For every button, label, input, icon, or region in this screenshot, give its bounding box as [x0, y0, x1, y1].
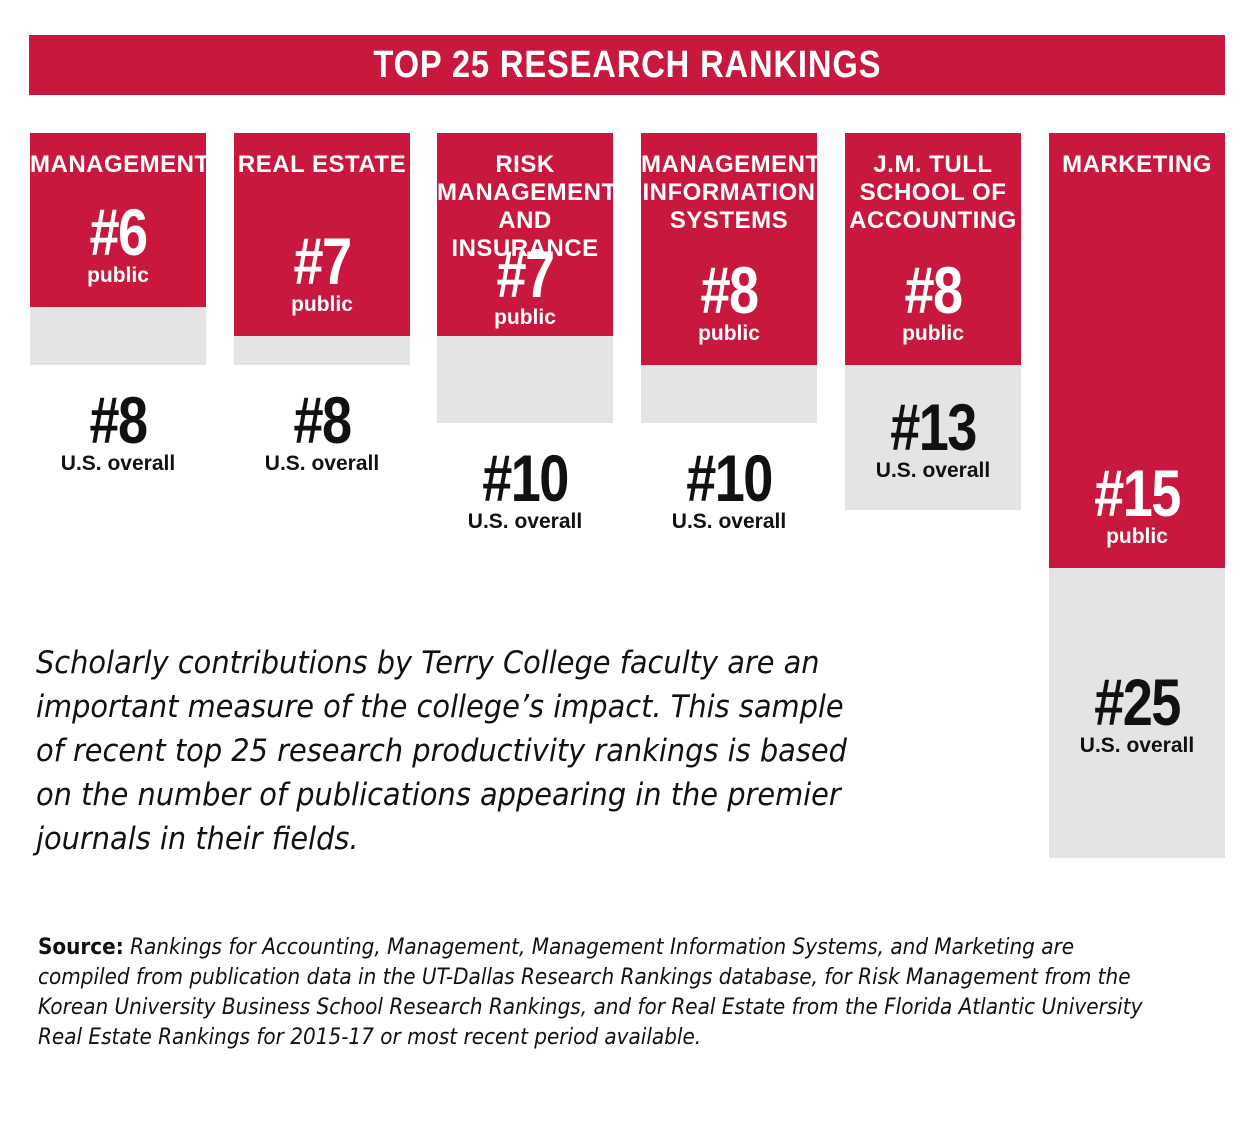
category-label: MANAGEMENT INFORMATION SYSTEMS [641, 151, 821, 234]
public-sub-label: public [291, 293, 353, 316]
category-label: MARKETING [1062, 151, 1212, 178]
us-sub-label: U.S. overall [60, 452, 176, 475]
public-bar [845, 133, 1021, 365]
description-text: Scholarly contributions by Terry College… [36, 645, 847, 857]
public-sub-label: public [494, 306, 556, 329]
public-bar [437, 133, 613, 336]
public-rank-label: #6 [89, 195, 149, 269]
us-rank-label: #13 [890, 389, 977, 464]
us-rank-label: #10 [482, 441, 569, 515]
public-sub-label: public [902, 322, 964, 345]
public-bar [1049, 133, 1225, 568]
us-rank-label: #10 [686, 441, 773, 515]
public-bar [234, 133, 410, 336]
us-rank-label: #25 [1094, 665, 1181, 739]
us-sub-label: U.S. overall [467, 510, 583, 533]
us-sub-label: U.S. overall [875, 458, 991, 482]
public-sub-label: public [1106, 525, 1168, 548]
public-rank-label: #7 [496, 237, 556, 311]
public-rank-label: #8 [904, 253, 964, 327]
category-label: MANAGEMENT [30, 151, 210, 178]
us-sub-label: U.S. overall [671, 510, 787, 533]
chart-title: TOP 25 RESEARCH RANKINGS [373, 43, 881, 86]
source-label: Source: [38, 935, 124, 960]
source-note: Source: Rankings for Accounting, Managem… [38, 933, 1166, 1053]
public-bar [30, 133, 206, 307]
public-sub-label: public [698, 322, 760, 345]
us-rank-label: #8 [89, 383, 149, 457]
public-sub-label: public [87, 264, 149, 287]
public-rank-label: #8 [700, 253, 760, 327]
public-bar [641, 133, 817, 365]
category-label: J.M. TULL SCHOOL OF ACCOUNTING [849, 151, 1017, 234]
us-sub-label: U.S. overall [264, 452, 380, 475]
title-banner: TOP 25 RESEARCH RANKINGS [29, 35, 1225, 95]
category-label: REAL ESTATE [237, 151, 407, 178]
public-rank-label: #7 [293, 224, 353, 298]
public-rank-label: #15 [1094, 456, 1181, 530]
us-sub-label: U.S. overall [1079, 734, 1195, 757]
us-rank-label: #8 [293, 383, 353, 457]
source-text: Rankings for Accounting, Management, Man… [38, 935, 1143, 1050]
category-label: RISK MANAGEMENT AND INSURANCE [437, 151, 617, 262]
